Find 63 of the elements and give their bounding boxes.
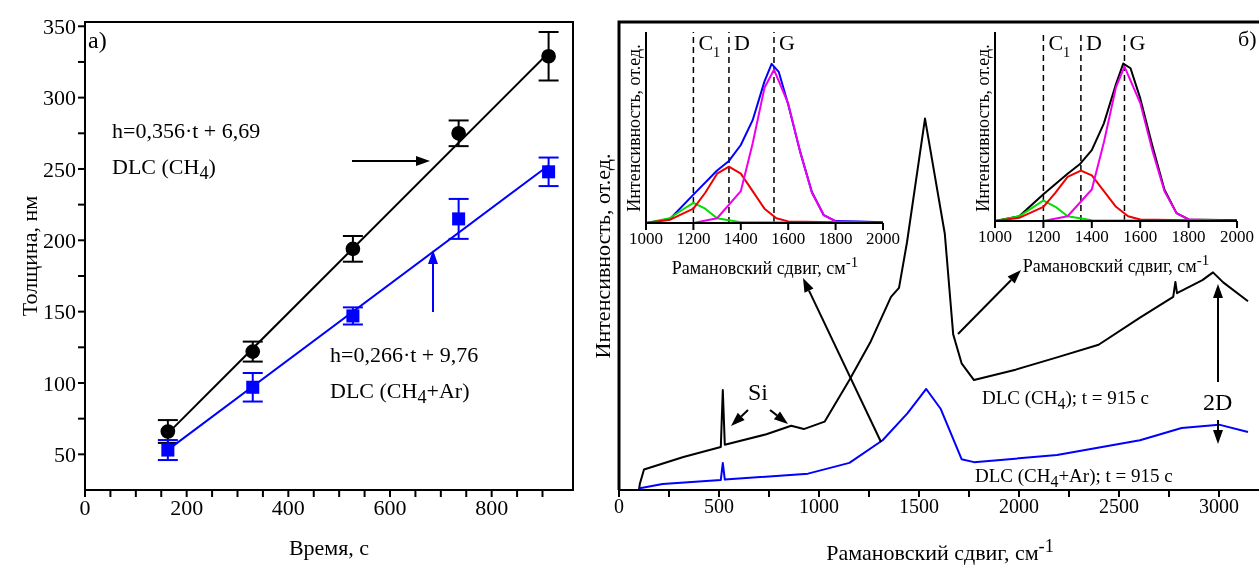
point [345,241,361,257]
point [161,443,175,457]
annotation: DLC (CH$_{4}$+Ar); t = 915 с [975,465,1173,490]
x-tick-label: 500 [704,495,734,518]
y-tick-label: 250 [43,156,76,182]
point [541,48,556,64]
y-axis-title: Толщина, нм [17,195,42,317]
point [451,125,466,141]
x-tick-label: 2500 [1099,495,1139,518]
x-tick-label: 1000 [799,495,839,518]
x-tick-label: 3000 [1199,495,1239,518]
x-tick-label: 200 [170,494,204,520]
annotation: h=0,356·t + 6,69 [112,118,261,143]
ref-line-label: C$_{1}$ [1048,30,1071,60]
y-axis-title: Интенсивность, от.ед. [624,44,644,212]
ref-line-label: D [1085,30,1102,55]
x-tick-label: 1600 [1123,227,1158,247]
x-tick-label: 1000 [978,227,1012,247]
x-axis-title: Рамановский сдвиг, см$^{-1}$ [1022,252,1210,276]
point [246,380,260,394]
x-tick-label: 0 [79,494,91,520]
x-axis-title: Рамановский сдвиг, см$^{-1}$ [826,536,1054,566]
x-tick-label: 1400 [1074,227,1109,247]
x-tick-label: 1800 [818,229,853,249]
ref-line-label: C$_{1}$ [698,30,721,60]
ref-line-label: D [733,30,750,55]
annotation: h=0,266·t + 9,76 [330,342,479,367]
annotation: a) [88,27,107,53]
x-tick-label: 0 [614,495,624,518]
point [346,309,360,323]
x-axis-title: Рамановский сдвиг, см$^{-1}$ [671,254,859,278]
point [160,424,176,439]
x-tick-label: 1400 [723,229,758,249]
y-tick-label: 150 [43,299,76,325]
point [542,165,556,179]
annotation: DLC (CH$_{4}$); t = 915 с [982,387,1149,412]
annotation: DLC (CH$_{4}$+Ar) [330,378,470,408]
x-tick-label: 1200 [1026,227,1061,247]
y-axis-title: Интенсивность, от.ед. [973,44,993,212]
y-tick-label: 50 [54,442,76,468]
annotation: 2D [1203,389,1233,415]
text: б) [1238,26,1257,51]
y-axis-title: Интенсивность, от.ед. [590,153,615,359]
x-tick-label: 1800 [1171,227,1206,247]
x-tick-label: 800 [475,494,509,520]
x-tick-label: 2000 [866,229,900,249]
annotation: Si [748,379,769,405]
ref-line-label: G [1129,30,1146,55]
ref-line-label: G [778,30,795,55]
x-tick-label: 2000 [1220,227,1254,247]
y-tick-label: 300 [43,85,76,111]
x-axis-title: Время, с [288,535,370,560]
x-tick-label: 400 [271,494,305,520]
x-tick-label: 2000 [999,495,1039,518]
x-tick-label: 1500 [899,495,939,518]
x-tick-label: 1600 [771,229,806,249]
y-tick-label: 100 [43,370,76,396]
y-tick-label: 350 [43,14,76,40]
x-tick-label: 600 [373,494,407,520]
x-tick-label: 1200 [676,229,711,249]
annotation: DLC (CH$_{4}$) [112,154,216,184]
point [452,212,466,226]
x-tick-label: 1000 [629,229,663,249]
